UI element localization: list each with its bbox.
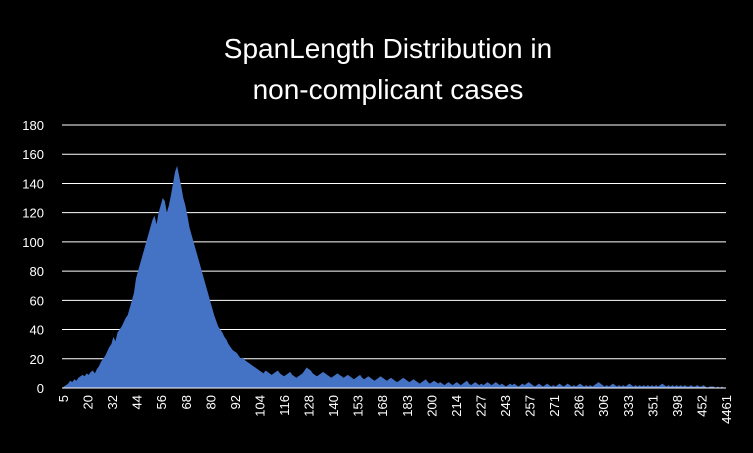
y-tick-label: 140: [22, 176, 44, 191]
x-tick-label: 128: [302, 395, 317, 417]
y-tick-label: 40: [30, 323, 44, 338]
x-axis-tick-labels: 5 20 32 44 56 68 80 92 104 116 128 140 153 168 183 200 2…: [56, 395, 734, 424]
x-tick-label: 20: [81, 395, 96, 409]
y-tick-label: 120: [22, 206, 44, 221]
y-tick-label: 60: [30, 293, 44, 308]
chart-title-line-1: SpanLength Distribution in: [224, 33, 552, 64]
x-tick-label: 183: [400, 395, 415, 417]
y-tick-label: 160: [22, 147, 44, 162]
x-tick-label: 257: [523, 395, 538, 417]
x-tick-label: 351: [645, 395, 660, 417]
y-axis-tick-labels: 0 20 40 60 80 100 120 140 160 180: [22, 118, 44, 396]
x-tick-label: 56: [154, 395, 169, 409]
x-tick-label: 5: [56, 395, 71, 402]
x-tick-label: 243: [498, 395, 513, 417]
x-tick-label: 227: [473, 395, 488, 417]
y-tick-label: 0: [37, 381, 44, 396]
x-tick-label: 271: [547, 395, 562, 417]
x-tick-label: 168: [375, 395, 390, 417]
x-tick-label: 286: [572, 395, 587, 417]
x-tick-label: 104: [252, 395, 267, 417]
x-tick-label: 153: [351, 395, 366, 417]
x-tick-label: 116: [277, 395, 292, 416]
y-tick-label: 80: [30, 264, 44, 279]
series-area: [62, 165, 726, 388]
x-tick-label: 452: [694, 395, 709, 417]
x-tick-label: 214: [449, 395, 464, 417]
x-tick-label: 68: [179, 395, 194, 409]
x-tick-label: 200: [424, 395, 439, 417]
x-tick-label: 92: [228, 395, 243, 409]
x-tick-label: 398: [670, 395, 685, 417]
x-tick-label: 32: [105, 395, 120, 409]
x-tick-label: 306: [596, 395, 611, 417]
y-tick-label: 180: [22, 118, 44, 133]
x-tick-label: 140: [326, 395, 341, 417]
y-tick-label: 100: [22, 235, 44, 250]
x-tick-label: 333: [621, 395, 636, 417]
x-tick-label: 80: [203, 395, 218, 409]
x-tick-label: 44: [130, 395, 145, 409]
chart-title-line-2: non-complicant cases: [253, 74, 524, 105]
y-tick-label: 20: [30, 352, 44, 367]
x-tick-label: 4461: [719, 395, 734, 424]
